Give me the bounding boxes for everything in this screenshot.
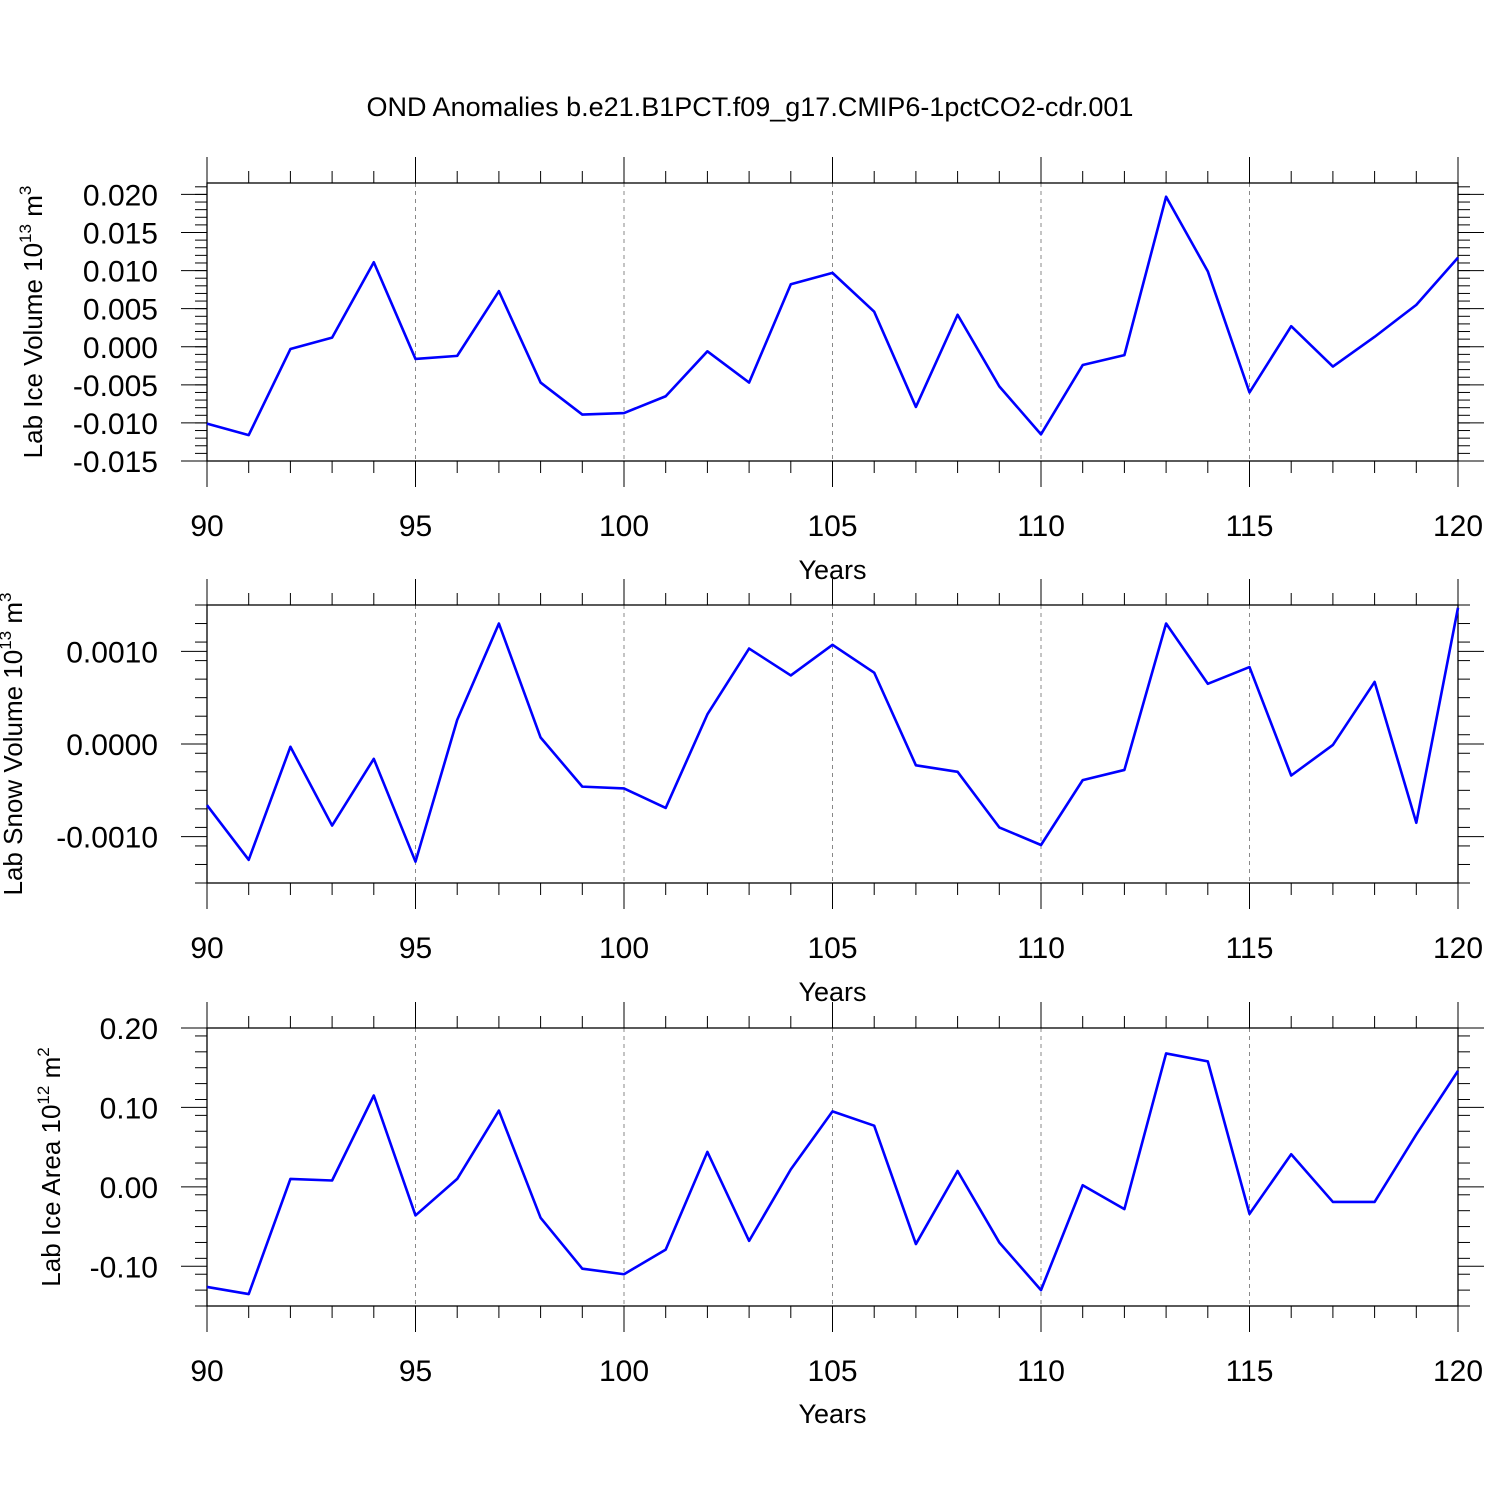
panel-1-ytick-label: 0.010 (83, 256, 158, 289)
panel-1-ytick-label: -0.010 (73, 408, 158, 441)
panel-3-ytick-label: 0.20 (100, 1013, 158, 1046)
panel-3-xtick-label: 110 (1017, 1355, 1065, 1388)
panel-2-xtick-label: 105 (807, 932, 857, 965)
panel-1-xtick-label: 90 (190, 510, 223, 543)
panel-2-xtick-label: 100 (599, 932, 649, 965)
panel-1-xtick-label: 100 (599, 510, 649, 543)
panel-2-xtick-label: 120 (1433, 932, 1483, 965)
panel-3-y-axis-title: Lab Ice Area 1012 m2 (34, 1047, 66, 1286)
panel-1-ytick-label: -0.015 (73, 446, 158, 479)
panel-2-ytick-label: -0.0010 (56, 822, 158, 855)
panel-2-xtick-label: 115 (1226, 932, 1274, 965)
panel-3-ytick-label: -0.10 (90, 1251, 158, 1284)
figure-title: OND Anomalies b.e21.B1PCT.f09_g17.CMIP6-… (366, 92, 1134, 122)
panel-2-xtick-label: 110 (1017, 932, 1065, 965)
panel-1-y-axis-title: Lab Ice Volume 1013 m3 (16, 186, 48, 459)
panel-1-xtick-label: 115 (1226, 510, 1274, 543)
panel-1-ytick-label: 0.005 (83, 294, 158, 327)
panel-3-xtick-label: 105 (807, 1355, 857, 1388)
panel-2-ytick-label: 0.0000 (66, 729, 158, 762)
panel-1-xtick-label: 105 (807, 510, 857, 543)
panel-3-xtick-label: 100 (599, 1355, 649, 1388)
panel-1-xtick-label: 120 (1433, 510, 1483, 543)
panel-1-ytick-label: 0.015 (83, 218, 158, 251)
panel-1-xtick-label: 110 (1017, 510, 1065, 543)
panel-3-xtick-label: 90 (190, 1355, 223, 1388)
panel-2-ytick-label: 0.0010 (66, 636, 158, 669)
panel-2-xtick-label: 95 (399, 932, 432, 965)
panel-3-x-axis-title: Years (798, 1399, 866, 1429)
panel-3-xtick-label: 115 (1226, 1355, 1274, 1388)
panel-3-ytick-label: 0.10 (100, 1092, 158, 1125)
panel-1-xtick-label: 95 (399, 510, 432, 543)
panel-2-xtick-label: 90 (190, 932, 223, 965)
panel-1-ytick-label: 0.000 (83, 332, 158, 365)
panel-3-xtick-label: 95 (399, 1355, 432, 1388)
panel-2-y-axis-title: Lab Snow Volume 1013 m3 (0, 592, 28, 895)
panel-1-ytick-label: -0.005 (73, 370, 158, 403)
panel-3-ytick-label: 0.00 (100, 1172, 158, 1205)
panel-3-xtick-label: 120 (1433, 1355, 1483, 1388)
panel-1-ytick-label: 0.020 (83, 179, 158, 212)
